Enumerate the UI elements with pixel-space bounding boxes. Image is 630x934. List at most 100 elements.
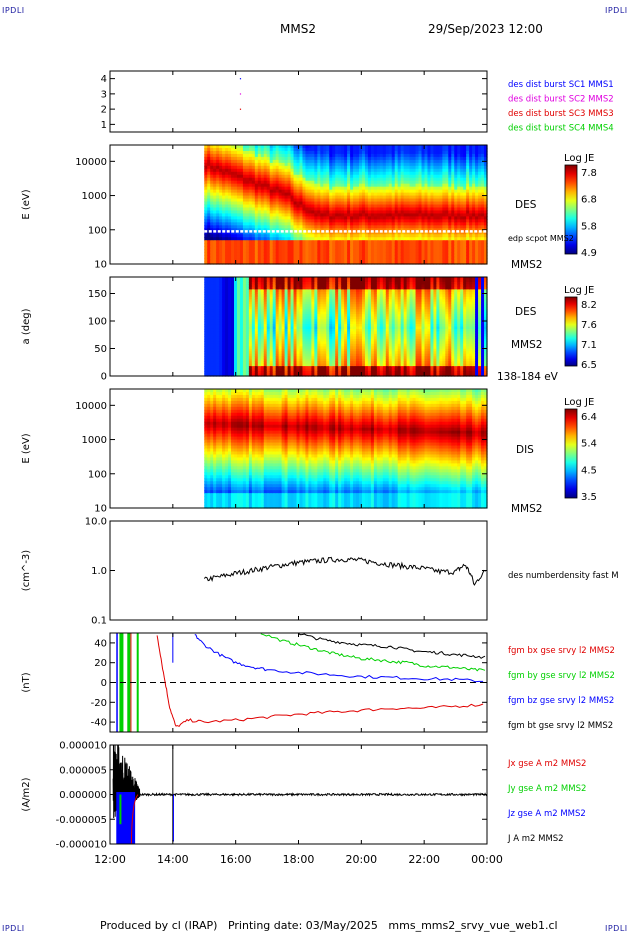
density-series-line xyxy=(203,556,487,586)
fgm-series-line xyxy=(156,635,484,728)
current-series-group xyxy=(112,745,487,844)
panel-side-label: MMS2 xyxy=(511,259,542,271)
y-tick-label: 0.000000 xyxy=(59,790,107,801)
colorbar-title: Log JE xyxy=(564,153,594,164)
y-tick-label: 1 xyxy=(101,120,107,131)
panel-side-label: DES xyxy=(515,306,537,318)
colorbar-tick-label: 6.4 xyxy=(581,412,597,423)
colorbar xyxy=(564,164,578,255)
colorbar-tick-label: 4.5 xyxy=(581,465,597,476)
colorbar-tick-label: 7.1 xyxy=(581,340,597,351)
colorbar-tick-label: 5.8 xyxy=(581,221,597,232)
density-panel-frame xyxy=(109,520,488,621)
y-tick-label: 0.1 xyxy=(91,616,107,627)
current-jx-curve xyxy=(130,794,139,844)
colorbar-tick-label: 8.2 xyxy=(581,300,597,311)
scpot-overlay-label: edp scpot MMS2 xyxy=(508,234,574,243)
fgm-series-group xyxy=(110,633,487,732)
x-tick-label: 14:00 xyxy=(157,853,189,866)
y-tick-label: 3 xyxy=(101,89,107,100)
y-tick-label: 150 xyxy=(88,289,107,300)
date-time-title: 29/Sep/2023 12:00 xyxy=(428,22,543,36)
current-legend-entry: Jz gse A m2 MMS2 xyxy=(507,809,586,819)
colorbar-tick-label: 5.4 xyxy=(581,439,597,450)
current-baseline xyxy=(137,792,487,797)
fgm-legend-entry: fgm bt gse srvy l2 MMS2 xyxy=(508,721,613,731)
x-tick-label: 16:00 xyxy=(220,853,252,866)
burst-legend-entry: des dist burst SC2 MMS2 xyxy=(508,95,614,105)
dis-energy-spectrogram xyxy=(204,389,488,509)
des-pitch-spectrogram xyxy=(204,277,488,377)
panel-side-label: 138-184 eV xyxy=(497,371,559,383)
current-legend-entry: Jx gse A m2 MMS2 xyxy=(507,759,586,769)
y-axis-label: E (eV) xyxy=(21,433,32,463)
y-tick-label: 40 xyxy=(94,638,107,649)
colorbar-tick-label: 3.5 xyxy=(581,492,597,503)
y-tick-label: -20 xyxy=(91,698,107,709)
fgm-series-line xyxy=(194,634,484,683)
panel-side-label: DES xyxy=(515,199,537,211)
corner-tag-top-left: IPDLI xyxy=(2,6,25,15)
spacecraft-title: MMS2 xyxy=(280,22,316,36)
x-tick-label: 22:00 xyxy=(408,853,440,866)
x-tick-label: 20:00 xyxy=(345,853,377,866)
panel-side-label: MMS2 xyxy=(511,503,542,515)
y-tick-label: 0 xyxy=(101,678,107,689)
y-tick-label: 10 xyxy=(94,504,107,515)
panel-side-label: MMS2 xyxy=(511,339,542,351)
burst-point xyxy=(239,78,242,80)
colorbar-title: Log JE xyxy=(564,397,594,408)
y-tick-label: -0.000005 xyxy=(56,815,107,826)
colorbar-tick-label: 6.5 xyxy=(581,360,597,371)
y-tick-label: 100 xyxy=(88,317,107,328)
density-legend-entry: des numberdensity fast M xyxy=(508,571,619,581)
y-tick-label: 100 xyxy=(88,469,107,480)
y-tick-label: -40 xyxy=(91,718,107,729)
current-jy-burst xyxy=(119,794,122,825)
stack-plot: 4 3 2 1 des dist burst SC1 MMS1 des dist burs… xyxy=(21,70,619,866)
fgm-legend-entry: fgm bx gse srvy l2 MMS2 xyxy=(508,646,615,656)
burst-point xyxy=(239,93,242,95)
colorbar-tick-label: 4.9 xyxy=(581,248,597,259)
y-tick-label: 10000 xyxy=(75,401,107,412)
y-tick-label: 2 xyxy=(101,105,107,116)
burst-point xyxy=(239,108,242,110)
y-axis-label: (cm^-3) xyxy=(21,550,32,591)
y-axis-label: (nT) xyxy=(21,672,32,692)
current-legend-entry: J A m2 MMS2 xyxy=(507,834,564,844)
y-axis-label: E (eV) xyxy=(21,189,32,219)
colorbar xyxy=(564,408,578,499)
y-tick-label: 0 xyxy=(101,372,107,383)
y-tick-label: 4 xyxy=(101,74,107,85)
colorbar-title: Log JE xyxy=(564,285,594,296)
y-tick-label: 1000 xyxy=(82,435,107,446)
colorbar-tick-label: 6.8 xyxy=(581,195,597,206)
y-tick-label: 10000 xyxy=(75,157,107,168)
corner-tag-bottom-left: IPDLI xyxy=(2,924,25,933)
des-energy-spectrogram xyxy=(204,145,488,265)
y-tick-label: 0.000005 xyxy=(59,765,107,776)
x-tick-label: 18:00 xyxy=(283,853,315,866)
y-axis-label: (A/m2) xyxy=(21,777,32,811)
current-total-burst xyxy=(112,745,141,819)
y-tick-label: 10 xyxy=(94,260,107,271)
y-axis-label: a (deg) xyxy=(21,308,32,344)
burst-legend-entry: des dist burst SC3 MMS3 xyxy=(508,109,614,119)
y-tick-label: -0.000010 xyxy=(56,840,107,851)
burst-legend-entry: des dist burst SC1 MMS1 xyxy=(508,80,614,90)
y-tick-label: 1.0 xyxy=(91,566,107,577)
fgm-legend-entry: fgm bz gse srvy l2 MMS2 xyxy=(508,696,614,706)
fgm-series-line xyxy=(298,633,486,659)
y-tick-label: 50 xyxy=(94,344,107,355)
y-tick-label: 20 xyxy=(94,658,107,669)
footer-credit: Produced by cl (IRAP) Printing date: 03/… xyxy=(100,919,558,932)
current-legend-entry: Jy gse A m2 MMS2 xyxy=(507,784,586,794)
colorbar-tick-label: 7.6 xyxy=(581,320,597,331)
y-tick-label: 10.0 xyxy=(85,517,107,528)
fgm-series-line xyxy=(260,633,486,672)
corner-tag-bottom-right: IPDLI xyxy=(605,924,628,933)
y-tick-label: 100 xyxy=(88,225,107,236)
x-tick-label: 12:00 xyxy=(94,853,126,866)
burst-panel-frame xyxy=(109,70,488,133)
panel-side-label: DIS xyxy=(516,444,534,456)
